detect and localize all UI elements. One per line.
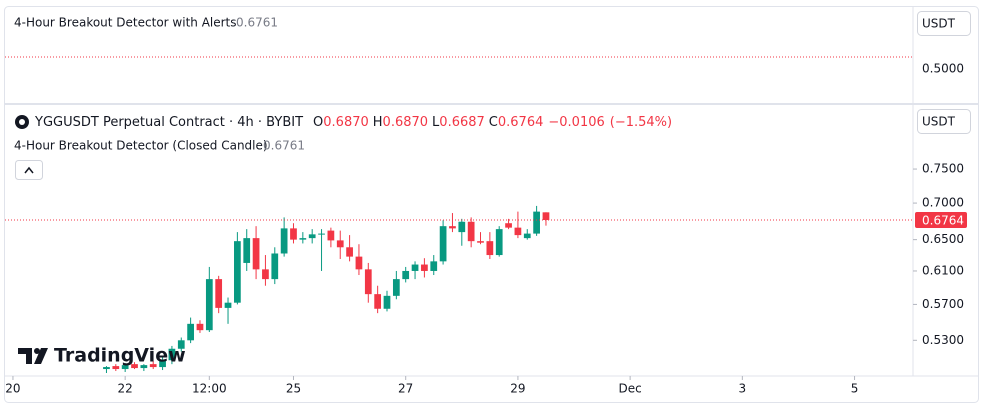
change-value: −0.0106: [548, 115, 604, 130]
x-tick-label: 25: [286, 382, 301, 396]
currency-button[interactable]: [917, 11, 971, 36]
candle-body: [477, 241, 484, 243]
top-y-tick-label: 0.5000: [922, 62, 964, 76]
x-tick-label: 12:00: [192, 382, 227, 396]
candle-body: [215, 279, 223, 308]
candle-body: [112, 366, 120, 370]
candle-body: [486, 241, 494, 256]
candle-body: [374, 294, 382, 309]
candle-body: [533, 211, 540, 234]
candle-body: [149, 364, 157, 368]
y-tick-label: 0.5700: [922, 297, 964, 311]
candle-body: [495, 229, 503, 256]
ohlc-label: O: [313, 115, 323, 130]
candle-body: [205, 279, 213, 331]
collapse-icon[interactable]: [24, 166, 34, 174]
candle-body: [318, 233, 325, 235]
x-tick-label: 20: [5, 382, 20, 396]
chart-header: YGGUSDT Perpetual Contract · 4h · BYBIT O…: [34, 115, 672, 130]
candle-body: [271, 253, 279, 280]
indicator-value: 0.6761: [263, 139, 305, 153]
candle-body: [224, 302, 232, 308]
candle-body: [177, 340, 185, 349]
candle-body: [505, 223, 512, 228]
candle-body: [234, 241, 241, 303]
ohlc-label: L: [432, 115, 440, 130]
candle-body: [542, 212, 550, 220]
top-indicator-value: 0.6761: [236, 16, 278, 30]
ohlc-value: 0.6870: [383, 115, 429, 130]
candle-body: [449, 226, 456, 229]
candle-body: [299, 238, 307, 240]
indicator-name: 4-Hour Breakout Detector (Closed Candle): [14, 139, 268, 153]
symbol-icon-inner: [19, 119, 25, 125]
plot-area: [5, 205, 913, 374]
candle-body: [262, 269, 269, 280]
candle-body: [159, 360, 166, 368]
candle-body: [523, 233, 531, 239]
y-tick-label: 0.5300: [922, 333, 964, 347]
y-tick-label: 0.7000: [922, 196, 964, 210]
candle-body: [458, 221, 466, 233]
candle-body: [131, 364, 138, 369]
watermark-logo-dot: [34, 348, 40, 354]
ohlc-label: H: [373, 115, 383, 130]
candle-body: [411, 264, 419, 271]
change-percent: (−1.54%): [610, 115, 672, 130]
candle-body: [196, 323, 204, 331]
ohlc-value: 0.6764: [498, 115, 544, 130]
watermark: TradingView: [54, 345, 186, 367]
y-tick-label: 0.6500: [922, 232, 964, 246]
candle-body: [383, 295, 391, 309]
chart-frame: [4, 6, 979, 403]
candle-body: [168, 348, 176, 361]
candle-body: [327, 230, 335, 241]
labels: 0.5300 0.5700 0.6100 0.6500 0.7000 0.7500 20 22…: [5, 162, 967, 396]
candle-body: [467, 221, 475, 242]
x-tick-label: 5: [851, 382, 859, 396]
currency-label[interactable]: USDT: [922, 115, 956, 129]
candle-body: [121, 365, 129, 370]
candle-body: [402, 270, 410, 280]
watermark-logo: [18, 348, 48, 364]
last-price-label: 0.6764: [922, 213, 964, 227]
candle-body: [355, 256, 363, 270]
candle-body: [514, 227, 522, 236]
chart-title: YGGUSDT Perpetual Contract · 4h · BYBIT: [34, 115, 303, 130]
candle-body: [392, 279, 400, 296]
x-tick-label: 29: [510, 382, 525, 396]
candle-body: [280, 228, 288, 254]
candle-body: [308, 234, 316, 239]
ohlc-value: 0.6870: [323, 115, 369, 130]
candle-body: [187, 323, 194, 341]
candle-body: [430, 261, 438, 271]
candle-body: [439, 226, 447, 262]
candle-body: [252, 238, 260, 270]
candle-body: [346, 247, 353, 257]
x-tick-label: 27: [398, 382, 413, 396]
candle-body: [421, 264, 428, 271]
currency-label[interactable]: USDT: [922, 17, 956, 31]
last-price-box: [915, 211, 967, 228]
ohlc-value: 0.6687: [439, 115, 485, 130]
candle-body: [290, 228, 297, 240]
x-tick-label: 3: [739, 382, 747, 396]
candle-body: [336, 240, 344, 248]
x-tick-label: Dec: [619, 382, 642, 396]
ohlc-label: C: [489, 115, 498, 130]
top-indicator-name: 4-Hour Breakout Detector with Alerts: [14, 16, 237, 30]
collapse-button[interactable]: [15, 160, 43, 180]
candle-body: [140, 365, 148, 369]
y-tick-label: 0.7500: [922, 162, 964, 176]
candle-body: [243, 238, 251, 263]
y-tick-label: 0.6100: [922, 263, 964, 277]
candle-body: [364, 269, 372, 295]
candle-body: [103, 367, 110, 370]
currency-button[interactable]: [917, 109, 971, 134]
x-tick-label: 22: [118, 382, 133, 396]
